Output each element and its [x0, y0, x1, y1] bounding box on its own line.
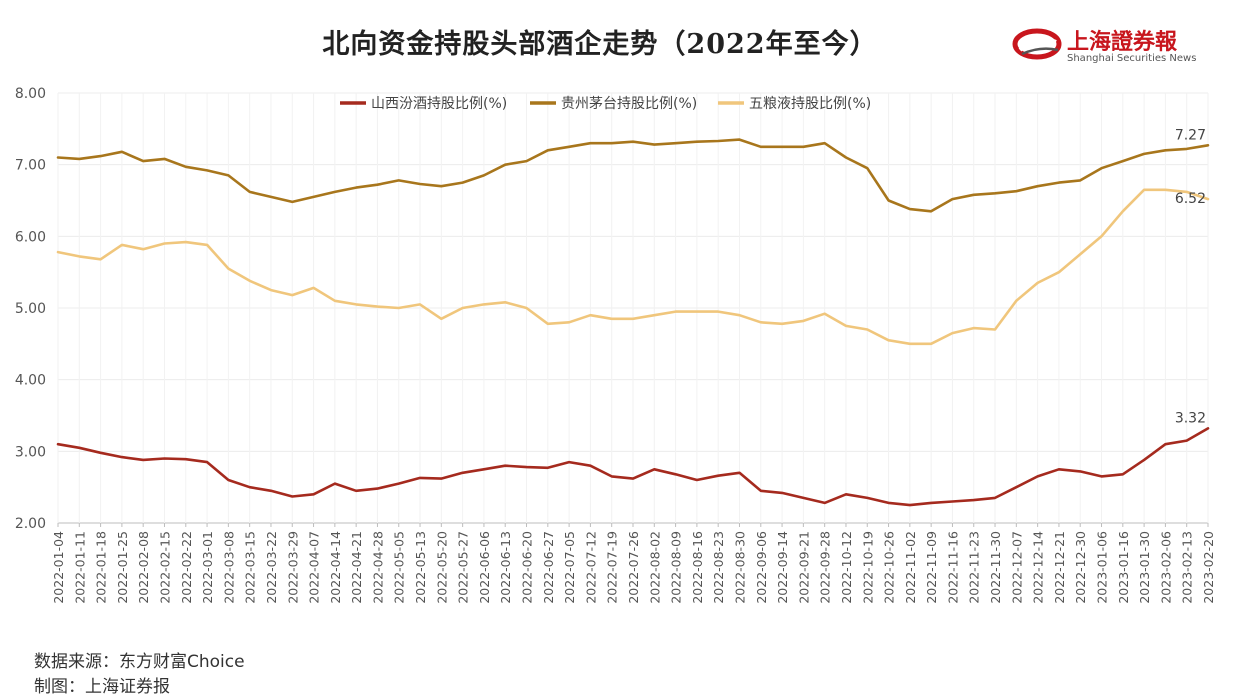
end-value-label: 6.52 — [1175, 191, 1206, 207]
x-tick-label: 2022-01-18 — [94, 531, 109, 604]
x-tick-label: 2022-08-16 — [690, 531, 705, 604]
x-tick-label: 2022-11-30 — [988, 531, 1003, 604]
x-tick-label: 2022-08-02 — [647, 531, 662, 604]
x-tick-label: 2022-10-12 — [839, 531, 854, 604]
end-value-label: 7.27 — [1175, 127, 1206, 143]
x-tick-label: 2022-07-19 — [605, 531, 620, 604]
x-tick-label: 2022-03-29 — [285, 531, 300, 604]
x-tick-label: 2022-01-25 — [115, 531, 130, 604]
x-tick-label: 2023-02-06 — [1158, 531, 1173, 604]
x-tick-label: 2022-04-14 — [328, 531, 343, 604]
y-tick-label: 4.00 — [15, 373, 46, 389]
legend-label: 山西汾酒持股比例(%) — [371, 96, 507, 112]
x-tick-label: 2022-10-26 — [882, 531, 897, 604]
legend-item: 五粮液持股比例(%) — [718, 96, 871, 112]
line-chart: 2.003.004.005.006.007.008.00 2022-01-04 2… — [15, 86, 1216, 604]
x-tick-label: 2022-07-05 — [562, 531, 577, 604]
x-tick-label: 2022-03-22 — [264, 531, 279, 604]
end-value-label: 3.32 — [1175, 410, 1206, 426]
series-line-0 — [56, 427, 1210, 507]
x-tick-label: 2022-11-09 — [924, 531, 939, 604]
x-tick-label: 2022-10-19 — [860, 531, 875, 604]
x-tick-label: 2022-06-20 — [520, 531, 535, 604]
x-tick-label: 2022-05-05 — [392, 531, 407, 604]
logo-subtitle: Shanghai Securities News — [1067, 53, 1197, 64]
x-tick-label: 2022-11-16 — [945, 531, 960, 604]
x-tick-label: 2022-12-07 — [1009, 531, 1024, 604]
y-tick-label: 2.00 — [15, 516, 46, 532]
x-tick-label: 2022-04-07 — [307, 531, 322, 604]
y-tick-label: 8.00 — [15, 86, 46, 102]
x-tick-label: 2022-11-23 — [967, 531, 982, 604]
x-tick-label: 2022-02-22 — [179, 531, 194, 604]
x-tick-label: 2022-12-30 — [1073, 531, 1088, 604]
data-source: 数据来源：东方财富Choice — [34, 652, 245, 672]
grid-lines — [57, 92, 1209, 524]
x-tick-label: 2023-01-30 — [1137, 531, 1152, 604]
x-tick-label: 2022-08-30 — [732, 531, 747, 604]
legend-label: 贵州茅台持股比例(%) — [561, 96, 697, 112]
x-tick-label: 2022-04-21 — [349, 531, 364, 604]
x-tick-label: 2022-11-02 — [903, 531, 918, 604]
x-tick-label: 2022-05-13 — [413, 531, 428, 604]
legend-item: 山西汾酒持股比例(%) — [340, 96, 507, 112]
x-tick-label: 2022-09-21 — [796, 531, 811, 604]
publisher-logo: 上海證券報 Shanghai Securities News — [1012, 20, 1212, 70]
x-tick-label: 2022-03-15 — [243, 531, 258, 604]
x-tick-label: 2022-07-12 — [583, 531, 598, 604]
x-tick-label: 2022-05-27 — [456, 531, 471, 604]
legend-item: 贵州茅台持股比例(%) — [530, 96, 697, 112]
x-tick-label: 2023-02-20 — [1201, 531, 1216, 604]
x-tick-label: 2023-01-06 — [1095, 531, 1110, 604]
x-tick-label: 2022-08-23 — [711, 531, 726, 604]
logo-swirl-icon — [1012, 28, 1062, 60]
x-tick-label: 2022-04-28 — [370, 531, 385, 604]
series-line-2 — [56, 188, 1210, 346]
series-lines — [56, 138, 1210, 507]
x-tick-label: 2023-02-13 — [1180, 531, 1195, 604]
end-labels: 3.32 7.27 6.52 — [1175, 127, 1206, 426]
x-tick-label: 2022-06-06 — [477, 531, 492, 604]
y-axis: 2.00 3.00 4.00 5.00 6.00 7.00 8.00 — [15, 86, 46, 532]
y-tick-label: 5.00 — [15, 301, 46, 317]
chart-title: 北向资金持股头部酒企走势（2022年至今） — [322, 29, 878, 60]
y-tick-label: 6.00 — [15, 229, 46, 245]
x-tick-label: 2022-12-14 — [1031, 531, 1046, 604]
x-tick-label: 2022-06-27 — [541, 531, 556, 604]
x-axis: 2022-01-04 2022-01-11 2022-01-18 2022-01-25… — [51, 523, 1216, 604]
x-tick-label: 2022-08-09 — [669, 531, 684, 604]
series-line-1 — [56, 138, 1210, 213]
x-tick-label: 2022-03-01 — [200, 531, 215, 604]
x-tick-label: 2022-01-11 — [72, 531, 87, 604]
y-tick-label: 3.00 — [15, 444, 46, 460]
x-tick-label: 2022-09-14 — [775, 531, 790, 604]
x-tick-label: 2022-05-20 — [434, 531, 449, 604]
legend-label: 五粮液持股比例(%) — [749, 96, 871, 112]
logo-name: 上海證券報 — [1067, 29, 1178, 55]
x-tick-label: 2023-01-16 — [1116, 531, 1131, 604]
chart-maker: 制图：上海证券报 — [34, 677, 170, 697]
x-tick-label: 2022-06-13 — [498, 531, 513, 604]
x-tick-label: 2022-09-06 — [754, 531, 769, 604]
x-tick-label: 2022-07-26 — [626, 531, 641, 604]
y-tick-label: 7.00 — [15, 158, 46, 174]
x-tick-label: 2022-01-04 — [51, 531, 66, 604]
x-tick-label: 2022-03-08 — [221, 531, 236, 604]
legend: 山西汾酒持股比例(%) 贵州茅台持股比例(%) 五粮液持股比例(%) — [340, 96, 871, 112]
x-tick-label: 2022-02-08 — [136, 531, 151, 604]
x-tick-label: 2022-12-21 — [1052, 531, 1067, 604]
x-tick-label: 2022-02-15 — [157, 531, 172, 604]
x-tick-label: 2022-09-28 — [818, 531, 833, 604]
